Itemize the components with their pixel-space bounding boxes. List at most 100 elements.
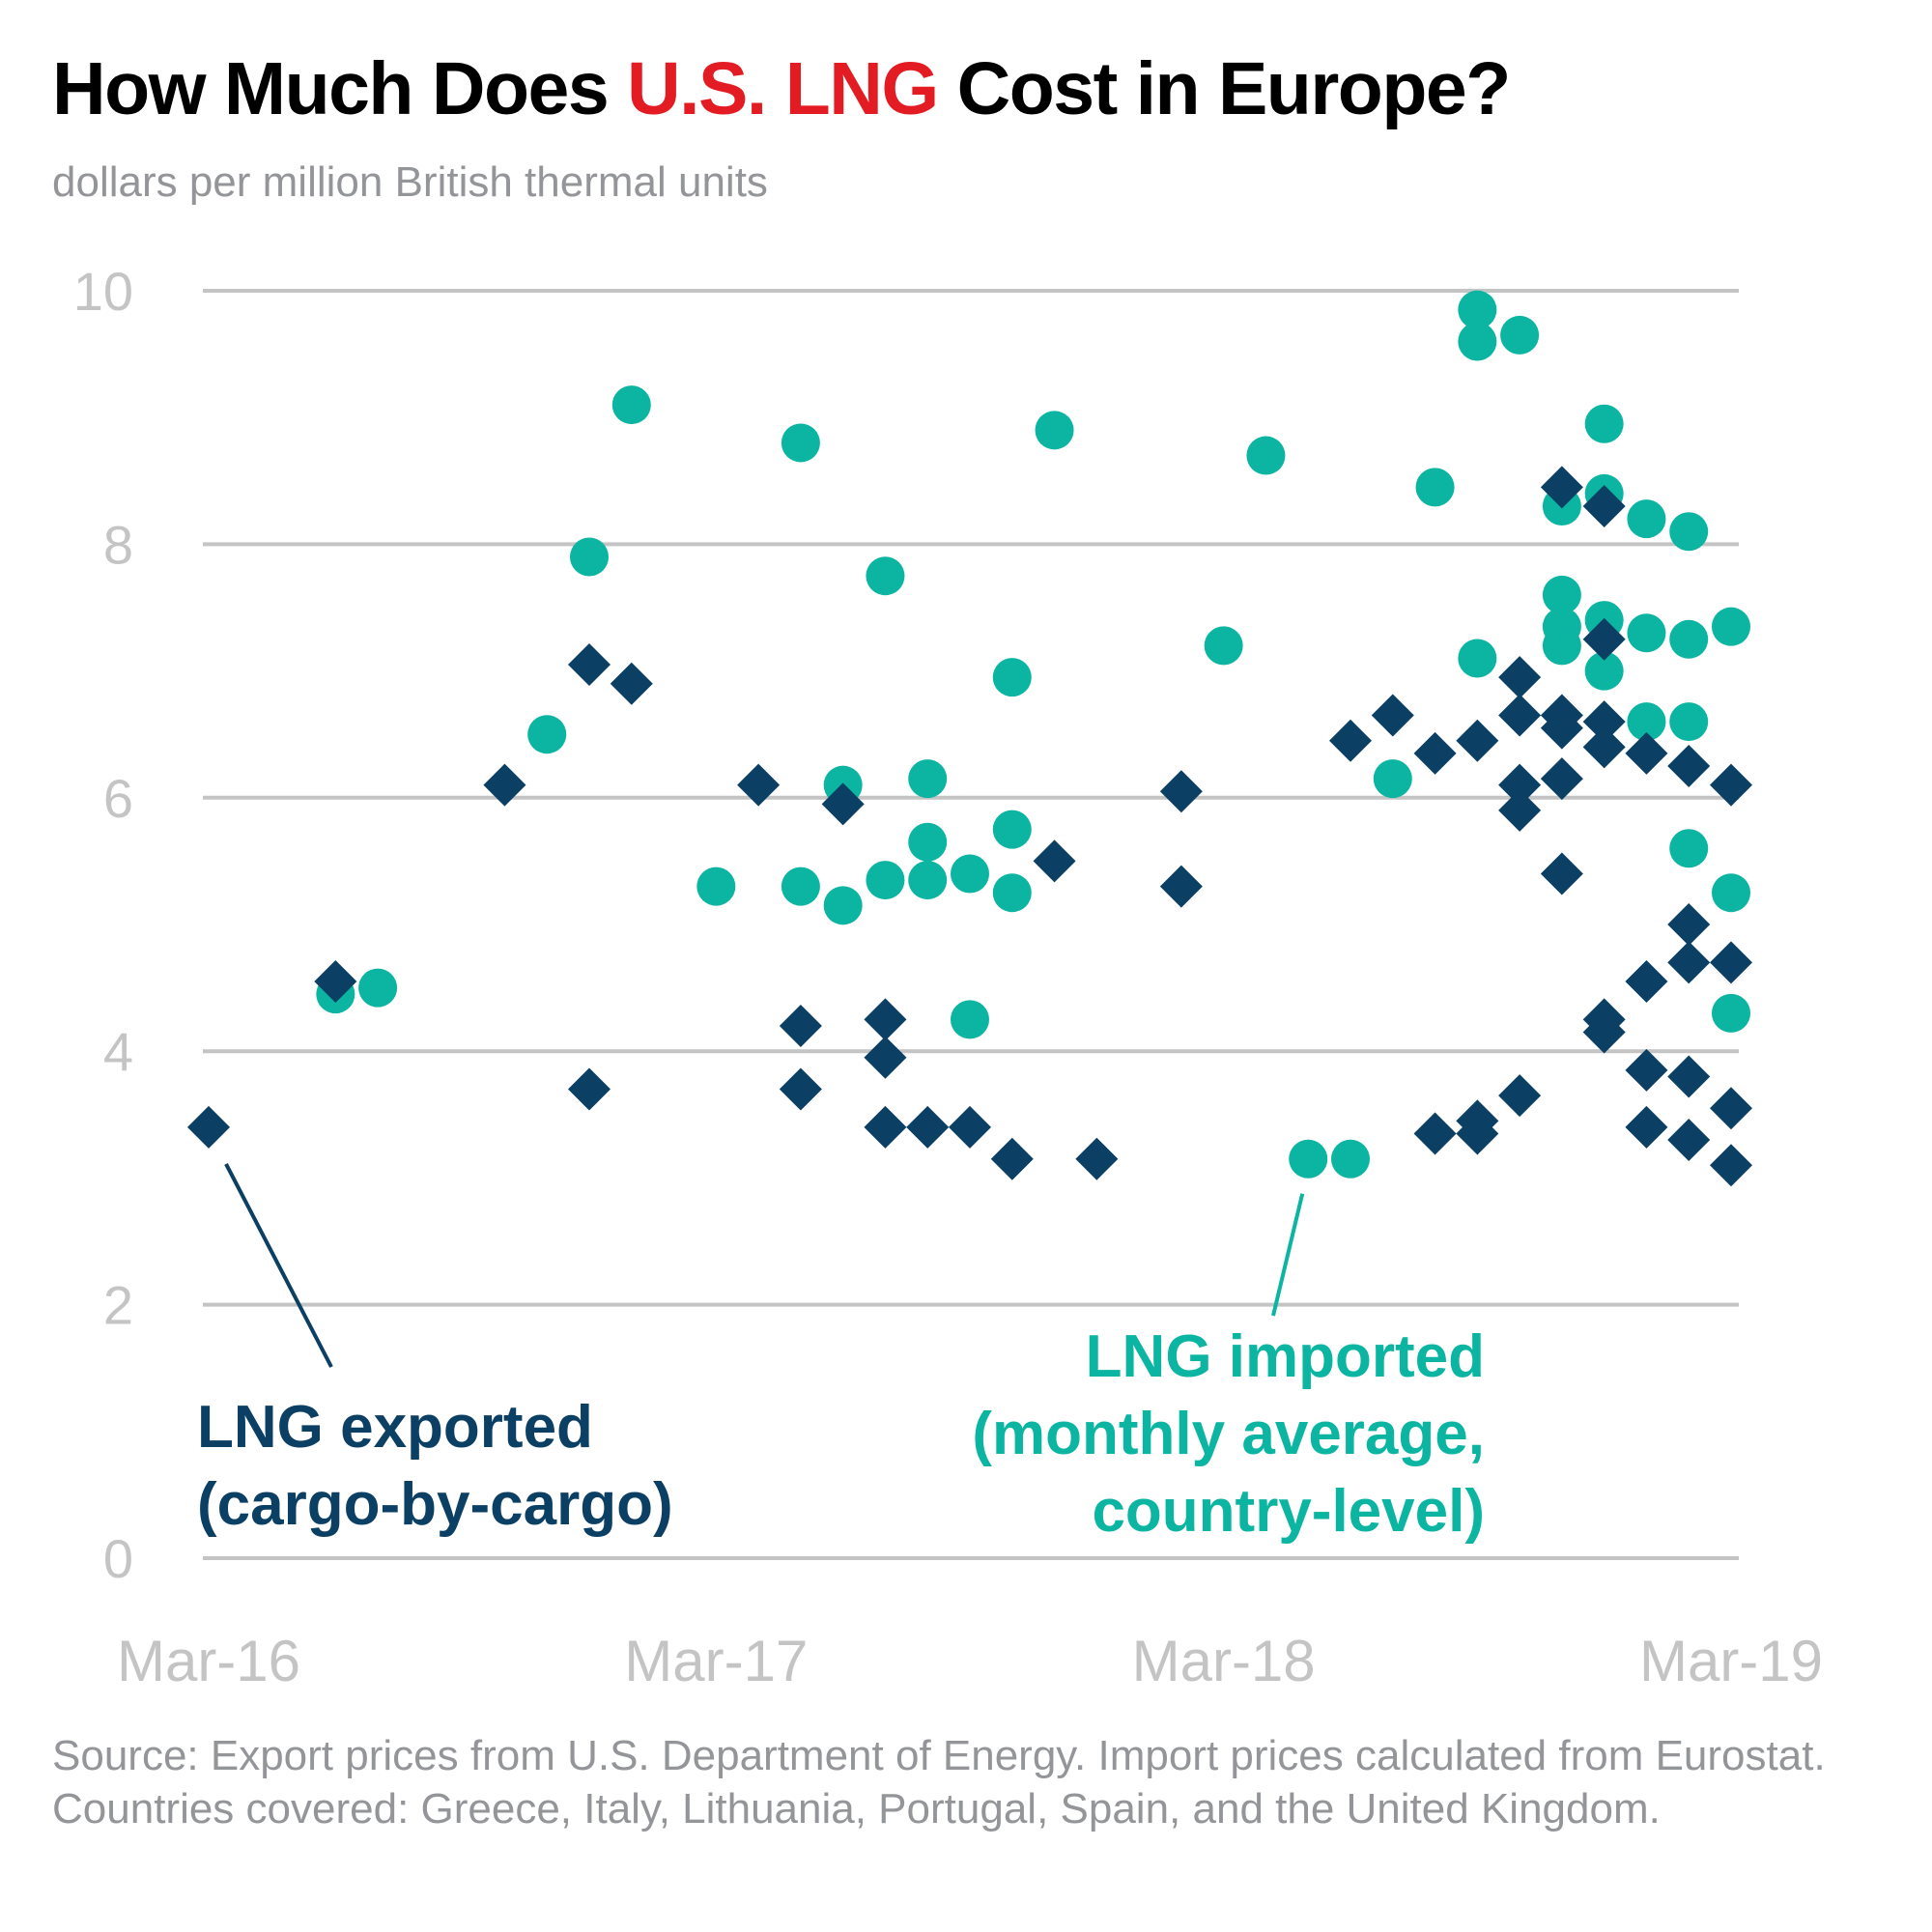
exported-point	[1625, 960, 1668, 1004]
exported-point	[1625, 1105, 1668, 1149]
exported-point	[1710, 763, 1752, 807]
exported-point	[568, 643, 611, 687]
exported-point	[1159, 865, 1203, 908]
imported-point	[992, 810, 1032, 849]
imported-point	[1415, 468, 1455, 507]
exported-label-line1: LNG exported	[197, 1394, 593, 1461]
imported-point	[866, 861, 905, 900]
exported-point	[864, 1036, 907, 1079]
imported-point	[1627, 613, 1666, 653]
imported-point	[1373, 759, 1412, 799]
imported-point	[1542, 626, 1581, 666]
y-tick-label: 0	[103, 1528, 133, 1589]
imported-point	[992, 873, 1032, 913]
imported-point	[1627, 499, 1666, 539]
imported-point	[1669, 512, 1709, 552]
x-tick-label: Mar-17	[624, 1629, 808, 1693]
exported-point	[1667, 1055, 1711, 1098]
imported-series	[316, 290, 1750, 1179]
exported-point	[1582, 700, 1626, 744]
imported-point	[1542, 575, 1581, 614]
imported-label-line2: (monthly average,	[972, 1401, 1485, 1467]
exported-point	[1540, 852, 1583, 895]
imported-point	[1669, 702, 1709, 742]
imported-point	[1289, 1139, 1328, 1179]
exported-point	[1625, 731, 1668, 775]
title-part-1: How Much Does	[52, 47, 628, 130]
exported-point	[1582, 1010, 1626, 1054]
x-axis-ticks: Mar-16 Mar-17 Mar-18 Mar-19	[117, 1629, 1823, 1693]
imported-label-line3: country-level)	[1092, 1478, 1485, 1545]
imported-point	[908, 822, 948, 862]
exported-point	[737, 763, 781, 807]
exported-point	[1075, 1137, 1119, 1180]
exported-point	[1371, 694, 1414, 737]
imported-point	[1584, 404, 1624, 443]
exported-point	[1456, 1112, 1499, 1155]
exported-point	[610, 662, 653, 705]
title-accent: U.S. LNG	[627, 47, 939, 130]
exported-leader-line	[224, 1162, 333, 1368]
imported-point	[1500, 315, 1540, 355]
imported-point	[951, 854, 989, 894]
x-tick-label: Mar-18	[1132, 1629, 1316, 1693]
imported-point	[866, 556, 905, 596]
imported-point	[1584, 651, 1624, 691]
imported-point	[908, 759, 948, 799]
y-tick-label: 8	[103, 514, 133, 575]
y-tick-label: 4	[103, 1021, 133, 1082]
exported-point	[314, 960, 357, 1004]
exported-point	[1329, 719, 1372, 762]
exported-point	[821, 782, 865, 826]
imported-point	[358, 968, 398, 1008]
exported-point	[1498, 763, 1542, 807]
imported-leader-line	[1271, 1193, 1305, 1317]
exported-point	[1498, 694, 1542, 737]
y-tick-label: 10	[73, 261, 133, 322]
imported-point	[696, 867, 736, 906]
imported-point	[1246, 436, 1286, 475]
x-tick-label: Mar-16	[117, 1629, 300, 1693]
exported-series	[187, 466, 1752, 1187]
exported-point	[906, 1105, 950, 1149]
exported-point	[1582, 725, 1626, 769]
exported-point	[1710, 1144, 1752, 1187]
imported-point	[1035, 411, 1074, 450]
exported-point	[1540, 466, 1583, 509]
chart-subtitle: dollars per million British thermal unit…	[52, 158, 768, 206]
exported-point	[1710, 941, 1752, 984]
y-tick-label: 2	[103, 1275, 133, 1336]
imported-point	[1712, 607, 1750, 646]
exported-point	[990, 1137, 1034, 1180]
imported-point	[992, 658, 1032, 697]
exported-point	[1456, 719, 1499, 762]
exported-point	[1625, 1048, 1668, 1092]
exported-point	[864, 1105, 907, 1149]
y-axis-ticks: 0 2 4 6 8 10	[73, 261, 133, 1589]
imported-point	[1458, 290, 1497, 329]
exported-point	[187, 1105, 230, 1149]
exported-point	[1498, 788, 1542, 832]
imported-point	[1712, 873, 1750, 913]
imported-point	[611, 385, 651, 425]
exported-point	[1413, 1112, 1457, 1155]
imported-point	[1204, 626, 1243, 666]
y-tick-label: 6	[103, 768, 133, 829]
exported-point	[1667, 745, 1711, 787]
imported-point	[1627, 702, 1666, 742]
exported-point	[949, 1105, 991, 1149]
exported-point	[1498, 656, 1542, 699]
imported-point	[781, 423, 820, 463]
chart-title: How Much Does U.S. LNG Cost in Europe?	[52, 46, 1512, 132]
imported-point	[951, 1000, 989, 1039]
exported-point	[1667, 903, 1711, 946]
exported-point	[1667, 1119, 1711, 1162]
title-part-2: Cost in Europe?	[937, 47, 1512, 130]
x-tick-label: Mar-19	[1639, 1629, 1823, 1693]
exported-point	[1710, 1087, 1752, 1130]
exported-point	[1540, 757, 1583, 801]
imported-point	[823, 886, 863, 925]
exported-point	[1540, 706, 1583, 750]
exported-label-line2: (cargo-by-cargo)	[197, 1471, 673, 1538]
